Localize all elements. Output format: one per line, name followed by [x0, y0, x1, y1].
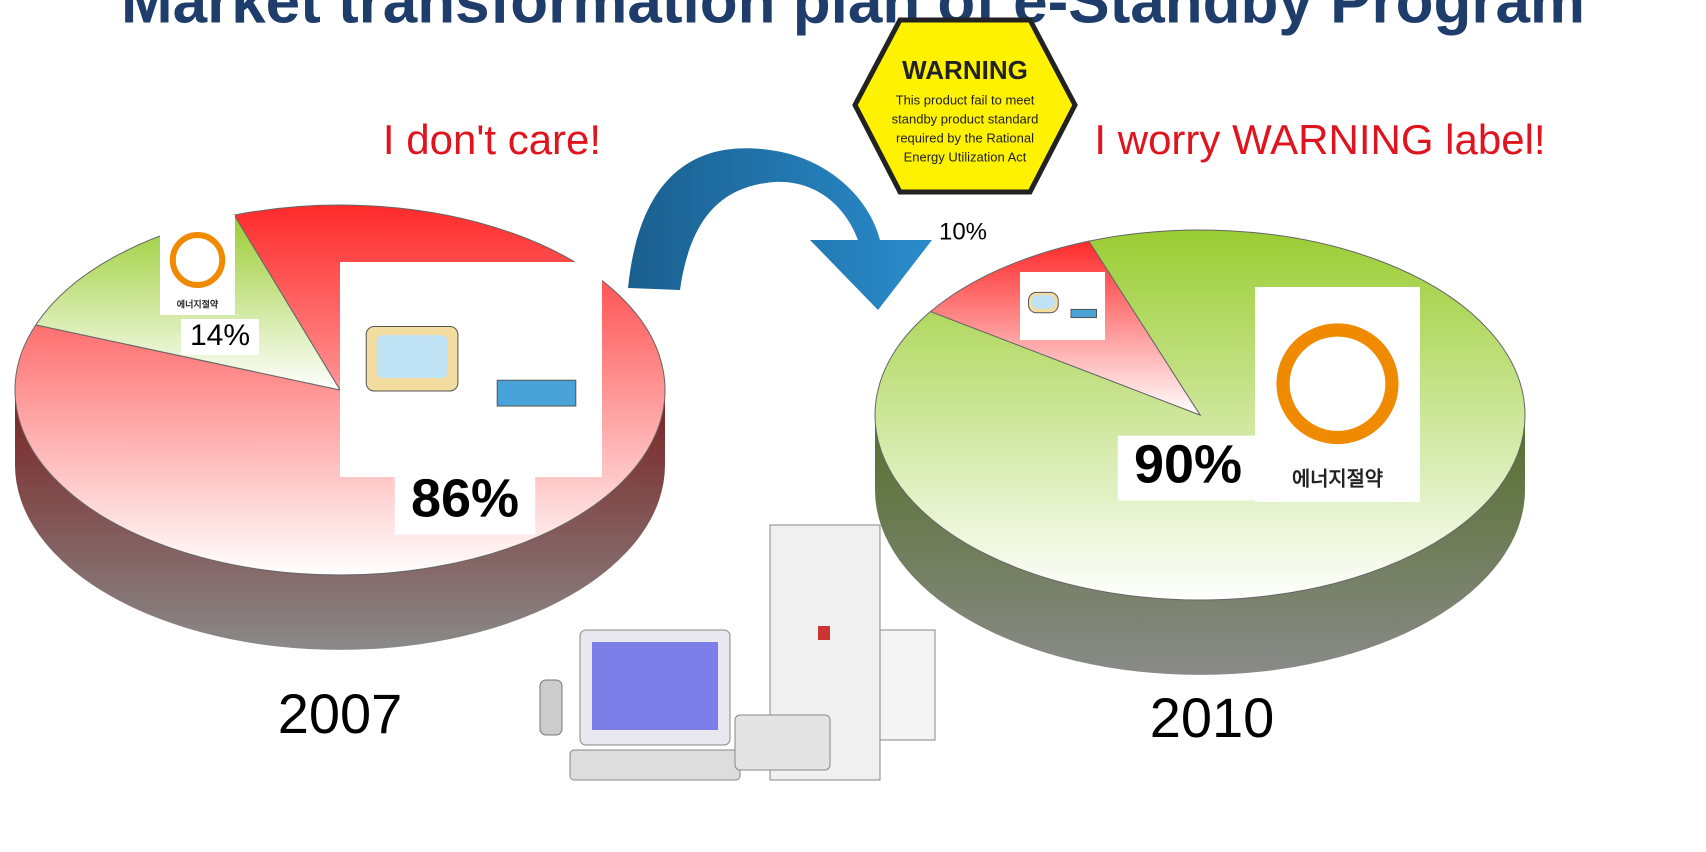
warning-text: standby product standard [892, 111, 1039, 126]
printer [1071, 309, 1097, 317]
warning-text: Energy Utilization Act [904, 149, 1027, 164]
annotation: I worry WARNING label! [1094, 116, 1545, 163]
logo-text: 에너지절약 [177, 298, 219, 309]
warning-text: required by the Rational [896, 130, 1034, 145]
warning-text: This product fail to meet [896, 92, 1035, 107]
computer-screen [1032, 295, 1055, 309]
annotation: I don't care! [383, 116, 601, 163]
value-label: 10% [939, 218, 987, 245]
value-label: 90% [1134, 434, 1242, 494]
transition-arrow [628, 148, 932, 310]
computer-screen [377, 335, 448, 378]
slide-title: Market transformation plan of e-Standby … [121, 0, 1585, 36]
value-label: 14% [190, 319, 250, 352]
slide: Market transformation plan of e-Standby … [0, 0, 1706, 852]
pie-chart: 에너지절약 86% 14% 2007 I don't care! [15, 116, 665, 745]
warning-label: WARNING This product fail to meet standby… [855, 20, 1075, 192]
pie-title: 2010 [1150, 686, 1275, 749]
pie-chart: 에너지절약 90% 10% 2010 I worry WARNING label! [875, 116, 1546, 749]
printer [497, 380, 576, 406]
warning-heading: WARNING [902, 55, 1028, 85]
pie-title: 2007 [278, 682, 403, 745]
logo-text: 에너지절약 [1292, 469, 1383, 491]
value-label: 86% [411, 468, 519, 528]
